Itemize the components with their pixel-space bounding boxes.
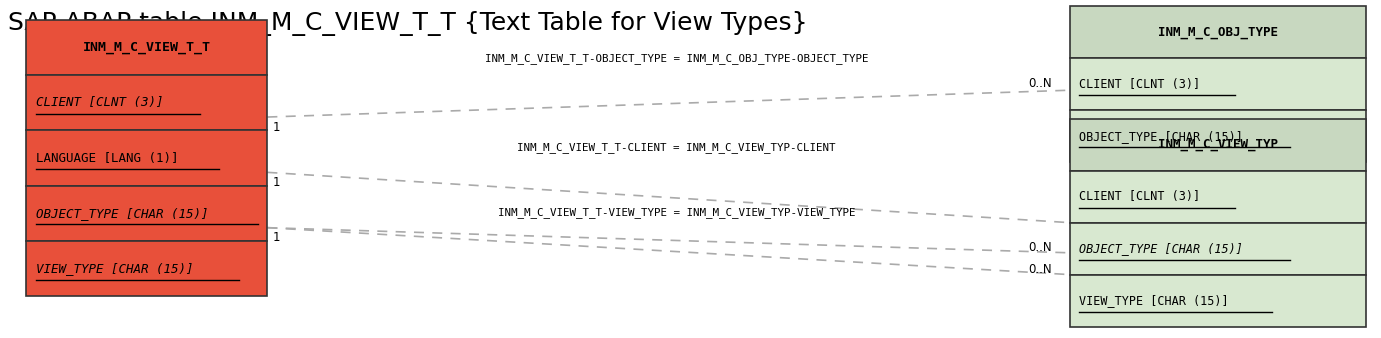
FancyBboxPatch shape (1069, 223, 1366, 274)
Text: OBJECT_TYPE [CHAR (15)]: OBJECT_TYPE [CHAR (15)] (1079, 130, 1243, 143)
FancyBboxPatch shape (1069, 171, 1366, 223)
Text: INM_M_C_VIEW_T_T-VIEW_TYPE = INM_M_C_VIEW_TYP-VIEW_TYPE: INM_M_C_VIEW_T_T-VIEW_TYPE = INM_M_C_VIE… (499, 207, 855, 218)
Text: OBJECT_TYPE [CHAR (15)]: OBJECT_TYPE [CHAR (15)] (36, 207, 209, 220)
FancyBboxPatch shape (1069, 58, 1366, 110)
Text: 0..N: 0..N (1029, 77, 1052, 90)
FancyBboxPatch shape (1069, 274, 1366, 327)
Text: LANGUAGE [LANG (1)]: LANGUAGE [LANG (1)] (36, 152, 178, 165)
FancyBboxPatch shape (26, 130, 268, 186)
Text: CLIENT [CLNT (3)]: CLIENT [CLNT (3)] (1079, 190, 1200, 203)
Text: 1: 1 (273, 231, 280, 244)
FancyBboxPatch shape (26, 241, 268, 296)
Text: INM_M_C_VIEW_T_T-OBJECT_TYPE = INM_M_C_OBJ_TYPE-OBJECT_TYPE: INM_M_C_VIEW_T_T-OBJECT_TYPE = INM_M_C_O… (485, 53, 869, 64)
Text: INM_M_C_VIEW_T_T: INM_M_C_VIEW_T_T (83, 41, 211, 54)
Text: 1: 1 (273, 121, 280, 134)
Text: INM_M_C_VIEW_TYP: INM_M_C_VIEW_TYP (1157, 138, 1277, 151)
Text: 0..N: 0..N (1029, 241, 1052, 254)
Text: 1: 1 (273, 176, 280, 189)
FancyBboxPatch shape (26, 186, 268, 241)
Text: INM_M_C_OBJ_TYPE: INM_M_C_OBJ_TYPE (1157, 26, 1277, 39)
FancyBboxPatch shape (26, 75, 268, 130)
Text: VIEW_TYPE [CHAR (15)]: VIEW_TYPE [CHAR (15)] (1079, 294, 1229, 307)
FancyBboxPatch shape (1069, 110, 1366, 162)
FancyBboxPatch shape (26, 20, 268, 75)
Text: CLIENT [CLNT (3)]: CLIENT [CLNT (3)] (1079, 78, 1200, 91)
Text: INM_M_C_VIEW_T_T-CLIENT = INM_M_C_VIEW_TYP-CLIENT: INM_M_C_VIEW_T_T-CLIENT = INM_M_C_VIEW_T… (518, 142, 836, 153)
Text: OBJECT_TYPE [CHAR (15)]: OBJECT_TYPE [CHAR (15)] (1079, 242, 1243, 255)
Text: VIEW_TYPE [CHAR (15)]: VIEW_TYPE [CHAR (15)] (36, 262, 193, 275)
FancyBboxPatch shape (1069, 6, 1366, 58)
Text: 0..N: 0..N (1029, 263, 1052, 276)
Text: CLIENT [CLNT (3)]: CLIENT [CLNT (3)] (36, 96, 163, 109)
FancyBboxPatch shape (1069, 119, 1366, 171)
Text: SAP ABAP table INM_M_C_VIEW_T_T {Text Table for View Types}: SAP ABAP table INM_M_C_VIEW_T_T {Text Ta… (8, 11, 808, 37)
